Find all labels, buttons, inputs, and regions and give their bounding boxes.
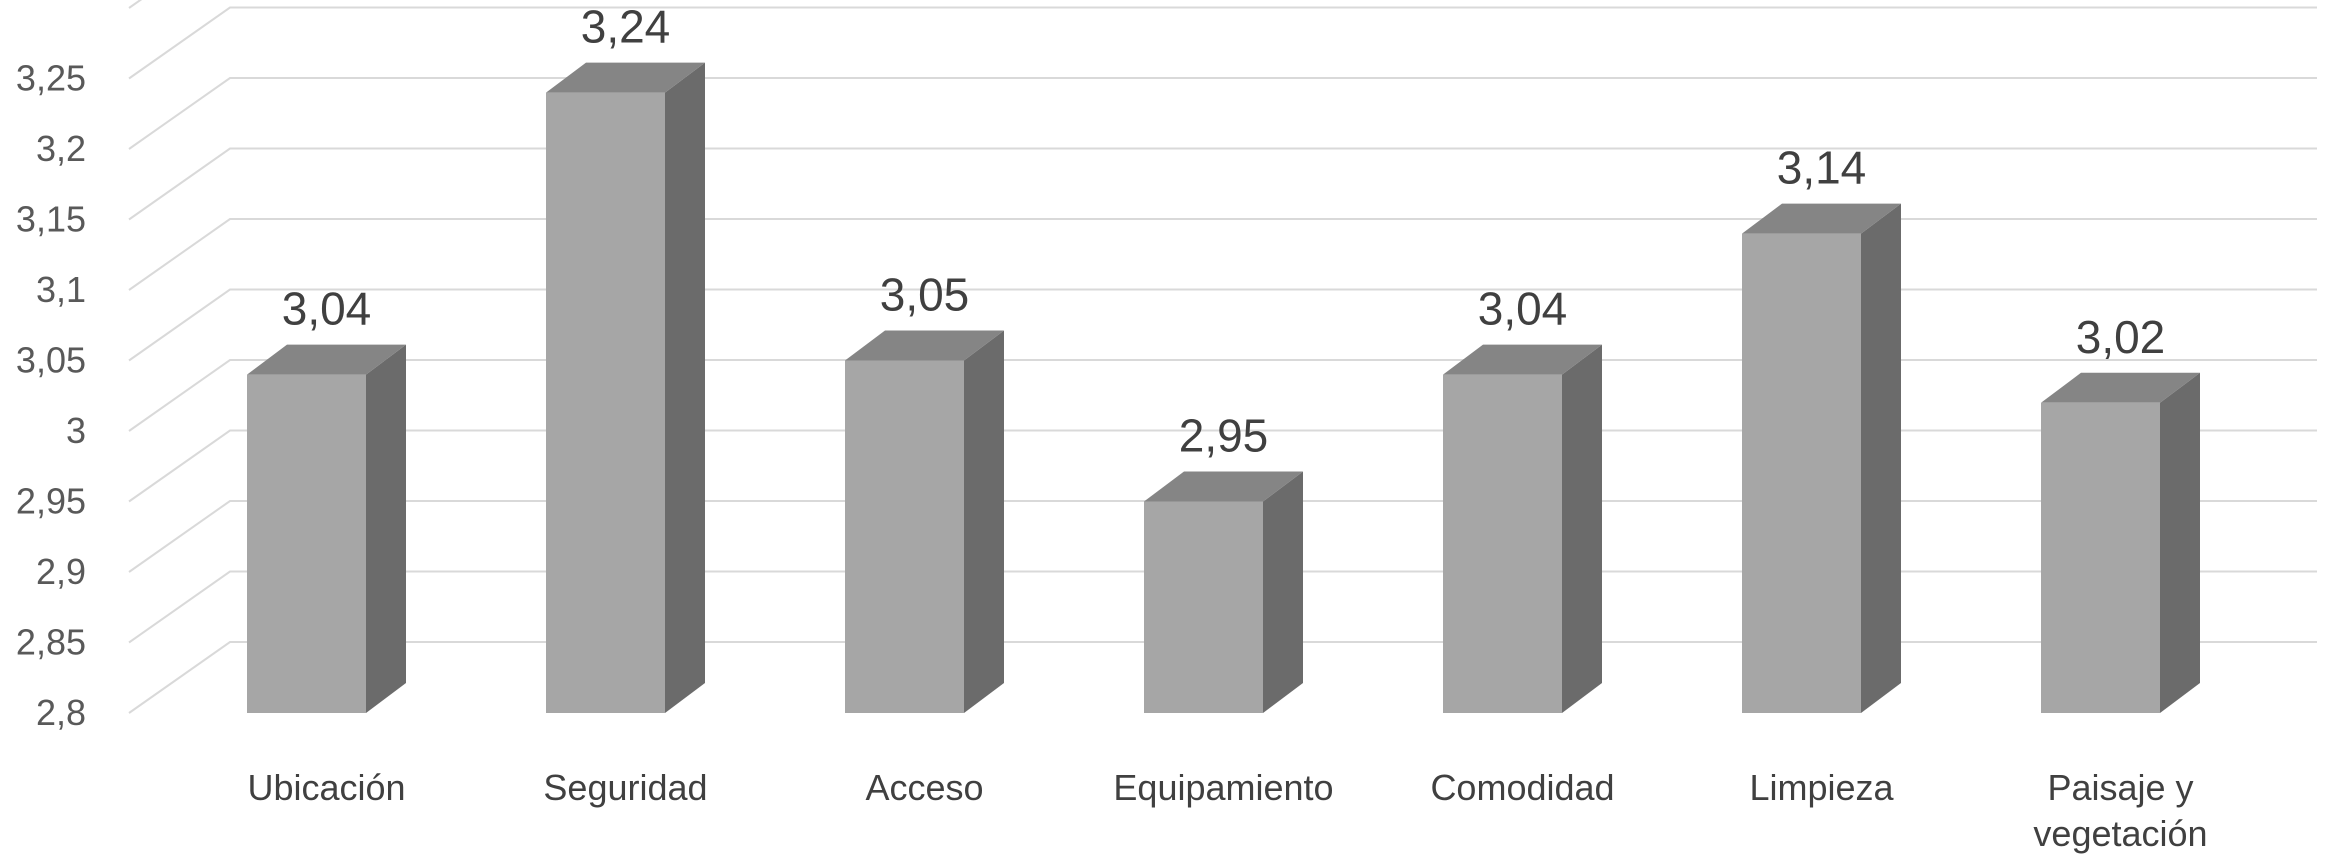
bar xyxy=(1144,471,1303,713)
bar xyxy=(1742,203,1901,713)
y-tick-label: 2,8 xyxy=(36,692,86,733)
gridline xyxy=(128,359,2317,432)
x-axis-categories: Ubicación Seguridad Acceso Equipamiento Como… xyxy=(247,767,2207,854)
bar-front-face xyxy=(546,92,665,714)
category-label: Limpieza xyxy=(1749,767,1894,808)
category-label: Ubicación xyxy=(247,767,405,808)
bar-front-face xyxy=(1144,501,1263,713)
bar-front-face xyxy=(247,374,366,713)
bar-side-face xyxy=(665,62,705,714)
data-label: 3,04 xyxy=(282,283,372,335)
category-label: Equipamiento xyxy=(1113,767,1333,808)
y-axis-ticks: 2,8 2,85 2,9 2,95 3 3,05 3,1 3,15 3,2 3,25 xyxy=(16,58,86,734)
gridline xyxy=(128,147,2317,221)
bar-side-face xyxy=(1861,203,1901,713)
gridline xyxy=(128,641,2317,714)
y-tick-label: 2,95 xyxy=(16,481,86,522)
data-label: 3,02 xyxy=(2076,311,2166,363)
gridline xyxy=(128,570,2317,644)
y-tick-label: 3,15 xyxy=(16,199,86,240)
data-labels: 3,04 3,24 3,05 2,95 3,04 3,14 3,02 xyxy=(282,1,2166,462)
category-label: Seguridad xyxy=(543,767,707,808)
bar-top-face xyxy=(1144,471,1303,502)
category-label: Acceso xyxy=(865,767,983,808)
bar-top-face xyxy=(1742,203,1901,234)
bar-side-face xyxy=(2160,372,2200,713)
bar-side-face xyxy=(964,330,1004,713)
category-label: Comodidad xyxy=(1430,767,1614,808)
bar-side-face xyxy=(366,344,406,713)
gridline xyxy=(128,429,2317,503)
bar xyxy=(247,344,406,713)
data-label: 3,05 xyxy=(880,269,970,321)
gridline xyxy=(128,6,2317,80)
bar xyxy=(1443,344,1602,713)
bars xyxy=(247,62,2200,714)
category-label: Paisaje y vegetación xyxy=(2033,767,2207,854)
y-tick-label: 3,1 xyxy=(36,269,86,310)
bar-front-face xyxy=(845,360,964,713)
bar-side-face xyxy=(1562,344,1602,713)
bar xyxy=(2041,372,2200,713)
gridline xyxy=(128,500,2317,573)
gridlines xyxy=(128,0,2317,714)
y-tick-label: 3,2 xyxy=(36,128,86,169)
data-label: 2,95 xyxy=(1179,410,1269,462)
bar-top-face xyxy=(2041,372,2200,403)
bar xyxy=(845,330,1004,713)
bar-side-face xyxy=(1263,471,1303,713)
data-label: 3,04 xyxy=(1478,283,1568,335)
data-label: 3,14 xyxy=(1777,142,1867,194)
y-tick-label: 3,05 xyxy=(16,340,86,381)
y-tick-label: 3 xyxy=(66,410,86,451)
bar-top-face xyxy=(546,62,705,93)
bar-front-face xyxy=(2041,402,2160,713)
bar xyxy=(546,62,705,714)
gridline xyxy=(128,288,2317,362)
bar-top-face xyxy=(845,330,1004,361)
data-label: 3,24 xyxy=(581,1,671,53)
bar-top-face xyxy=(1443,344,1602,375)
bar-front-face xyxy=(1742,233,1861,713)
y-tick-label: 3,25 xyxy=(16,58,86,99)
bar-top-face xyxy=(247,344,406,375)
gridline xyxy=(128,218,2317,291)
y-tick-label: 2,9 xyxy=(36,551,86,592)
y-tick-label: 2,85 xyxy=(16,622,86,663)
bar-front-face xyxy=(1443,374,1562,713)
gridline xyxy=(128,77,2317,150)
